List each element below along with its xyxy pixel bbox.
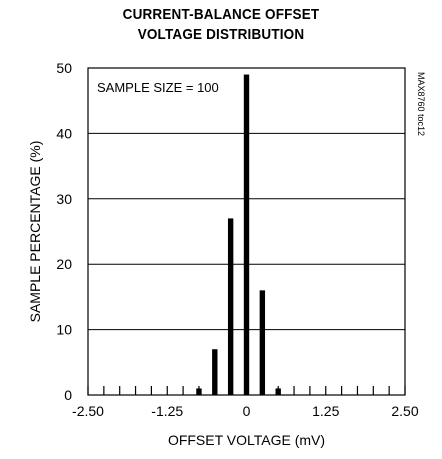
bar xyxy=(259,290,266,395)
axis-ticks xyxy=(87,386,406,395)
bar xyxy=(243,74,250,395)
y-tick-label: 30 xyxy=(56,191,72,207)
y-tick-label: 40 xyxy=(56,125,72,141)
figure-id-label: MAX8760 toc12 xyxy=(416,72,426,136)
y-tick-label: 50 xyxy=(56,60,72,76)
x-tick-label: -2.50 xyxy=(72,403,104,419)
x-axis-label: OFFSET VOLTAGE (mV) xyxy=(168,432,325,448)
chart-title-line-1: CURRENT-BALANCE OFFSET xyxy=(122,6,320,23)
y-axis-label: SAMPLE PERCENTAGE (%) xyxy=(27,141,43,323)
x-tick-label: -1.25 xyxy=(151,403,183,419)
sample-size-annotation: SAMPLE SIZE = 100 xyxy=(97,80,219,95)
y-tick-label: 20 xyxy=(56,256,72,272)
bar-series xyxy=(196,74,281,395)
plot-frame xyxy=(87,67,406,396)
x-tick-label: 1.25 xyxy=(312,403,339,419)
bar xyxy=(227,218,234,395)
x-tick-label: 0 xyxy=(243,403,251,419)
x-tick-label: 2.50 xyxy=(391,403,418,419)
y-tick-label: 10 xyxy=(56,322,72,338)
tick-labels: -2.50 -1.25 0 1.25 2.50 0 10 20 30 40 50 xyxy=(56,60,418,419)
chart-title-line-2: VOLTAGE DISTRIBUTION xyxy=(137,26,305,43)
y-tick-label: 0 xyxy=(64,387,72,403)
bar xyxy=(212,349,218,395)
